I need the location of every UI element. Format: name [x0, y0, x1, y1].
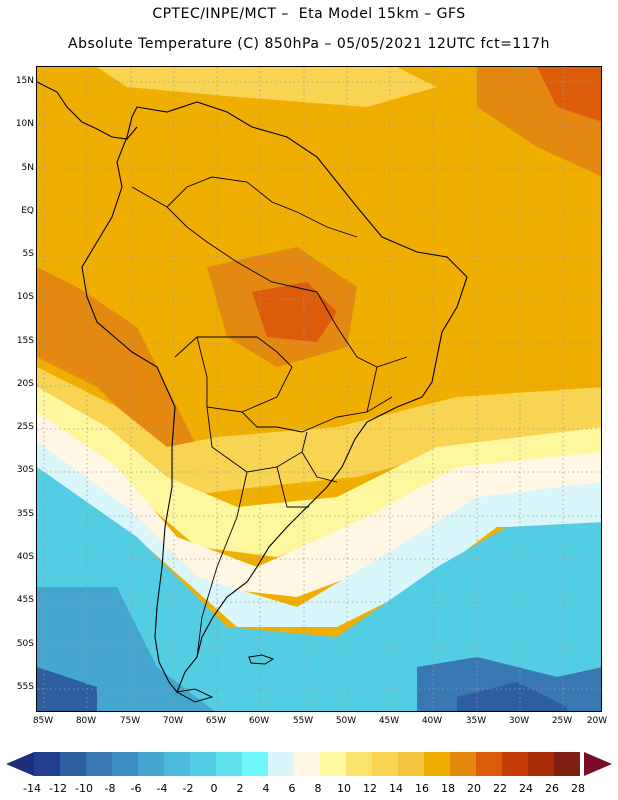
colorbar-swatch: [346, 752, 372, 776]
colorbar-swatch: [60, 752, 86, 776]
colorbar-swatch: [242, 752, 268, 776]
temperature-map: [37, 67, 601, 711]
lat-label-15s: 15S: [16, 336, 34, 346]
lon-label-75w: 75W: [119, 716, 141, 726]
colorbar-swatch: [502, 752, 528, 776]
colorbar-tick-label: 14: [389, 782, 403, 795]
colorbar-swatch: [216, 752, 242, 776]
colorbar: [6, 752, 612, 776]
lon-label-30w: 30W: [508, 716, 530, 726]
country-borders: [131, 176, 408, 658]
colorbar-swatch: [528, 752, 554, 776]
colorbar-swatch: [424, 752, 450, 776]
falkland-islands: [248, 654, 275, 665]
colorbar-swatch: [112, 752, 138, 776]
title-line-2: Absolute Temperature (C) 850hPa – 05/05/…: [68, 36, 550, 52]
field-cold-se-deep: [457, 682, 567, 711]
lon-label-50w: 50W: [335, 716, 357, 726]
colorbar-tick-label: 4: [262, 782, 270, 795]
lat-label-35s: 35S: [16, 509, 34, 519]
lat-label-25s: 25S: [16, 422, 34, 432]
lat-label-10s: 10S: [16, 292, 34, 302]
colorbar-swatch: [372, 752, 398, 776]
colorbar-tick-label: 18: [441, 782, 455, 795]
colorbar-tick-label: -2: [182, 782, 194, 795]
colorbar-tick-label: -4: [156, 782, 168, 795]
lon-label-40w: 40W: [421, 716, 443, 726]
colorbar-swatch: [398, 752, 424, 776]
colorbar-swatch: [268, 752, 294, 776]
colorbar-tick-label: 6: [288, 782, 296, 795]
colorbar-tick-label: 8: [314, 782, 322, 795]
colorbar-tick-label: -8: [104, 782, 116, 795]
lat-label-5n: 5N: [21, 163, 34, 173]
lon-label-60w: 60W: [248, 716, 270, 726]
lat-label-20s: 20S: [16, 379, 34, 389]
lon-label-45w: 45W: [378, 716, 400, 726]
colorbar-swatch: [554, 752, 580, 776]
central-america-coastline: [37, 81, 138, 140]
field-center-red: [252, 282, 337, 342]
field-band-lightyellow: [37, 387, 601, 557]
colorbar-tick-label: 16: [415, 782, 429, 795]
lon-label-20w: 20W: [586, 716, 608, 726]
colorbar-swatch: [190, 752, 216, 776]
field-band-paleblue: [37, 442, 601, 627]
colorbar-swatch: [450, 752, 476, 776]
lat-label-5s: 5S: [22, 249, 34, 259]
colorbar-swatch: [138, 752, 164, 776]
colorbar-swatch: [476, 752, 502, 776]
south-america-coastline: [81, 101, 468, 694]
colorbar-tick-label: 12: [363, 782, 377, 795]
map-panel: [36, 66, 602, 712]
lon-label-65w: 65W: [205, 716, 227, 726]
colorbar-tick-label: 2: [236, 782, 244, 795]
colorbar-tick-label: -6: [130, 782, 142, 795]
field-band-yellow: [37, 367, 601, 497]
colorbar-tick-label: -10: [75, 782, 93, 795]
tierra-del-fuego: [175, 688, 214, 703]
lon-label-85w: 85W: [32, 716, 54, 726]
lat-label-50s: 50S: [16, 639, 34, 649]
colorbar-swatch: [164, 752, 190, 776]
colorbar-high-arrow: [584, 752, 612, 776]
colorbar-tick-label: 22: [493, 782, 507, 795]
colorbar-swatch: [320, 752, 346, 776]
lat-label-45s: 45S: [16, 595, 34, 605]
lon-label-80w: 80W: [75, 716, 97, 726]
field-north-yellow: [97, 67, 437, 107]
field-cold-cyan: [37, 467, 601, 711]
colorbar-low-arrow: [6, 752, 34, 776]
colorbar-tick-label: 24: [519, 782, 533, 795]
colorbar-tick-label: 26: [545, 782, 559, 795]
colorbar-cells: [34, 752, 580, 776]
field-ne-red: [537, 67, 601, 122]
colorbar-swatch: [294, 752, 320, 776]
lat-label-30s: 30S: [16, 465, 34, 475]
lat-label-40s: 40S: [16, 552, 34, 562]
field-band-cream: [37, 412, 601, 597]
field-west-orange: [37, 267, 197, 487]
colorbar-tick-label: 20: [467, 782, 481, 795]
lon-label-55w: 55W: [292, 716, 314, 726]
lat-label-15n: 15N: [15, 76, 34, 86]
lon-label-35w: 35W: [465, 716, 487, 726]
colorbar-tick-label: -14: [23, 782, 41, 795]
lon-label-25w: 25W: [551, 716, 573, 726]
lon-label-70w: 70W: [162, 716, 184, 726]
field-cold-west-deep: [37, 667, 97, 711]
colorbar-tick-label: 10: [337, 782, 351, 795]
colorbar-tick-label: 0: [210, 782, 218, 795]
colorbar-tick-label: -12: [49, 782, 67, 795]
lat-label-eq: EQ: [21, 206, 34, 216]
colorbar-tick-label: 28: [571, 782, 585, 795]
colorbar-swatch: [34, 752, 60, 776]
lat-label-10n: 10N: [15, 119, 34, 129]
title-line-1: CPTEC/INPE/MCT – Eta Model 15km – GFS: [152, 6, 466, 22]
colorbar-swatch: [86, 752, 112, 776]
field-cold-mid: [37, 587, 215, 711]
lat-label-55s: 55S: [16, 682, 34, 692]
